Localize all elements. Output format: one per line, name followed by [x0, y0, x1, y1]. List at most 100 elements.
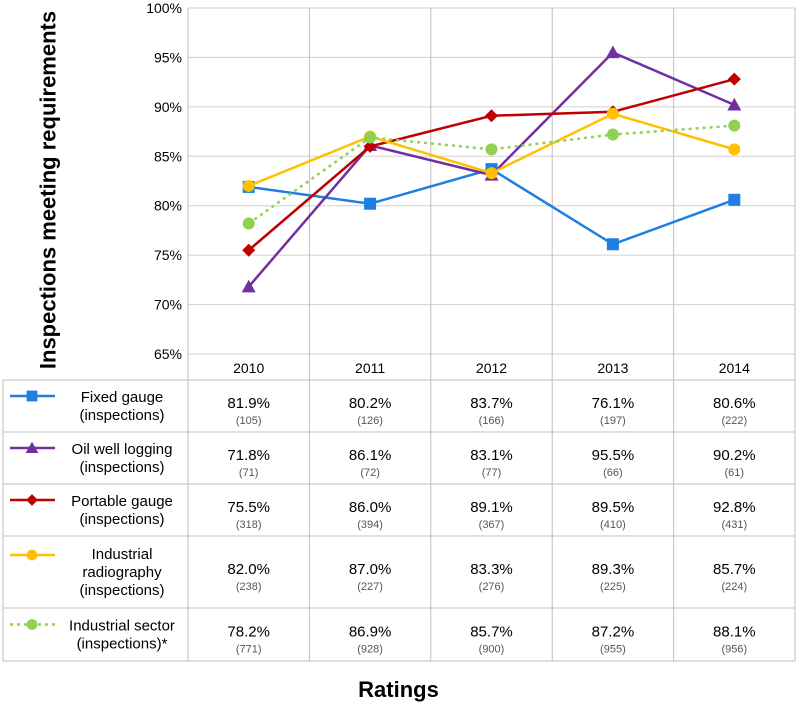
data-table-value: 87.2% — [592, 624, 635, 641]
x-tick-label: 2014 — [719, 360, 750, 376]
data-table-count: (224) — [721, 581, 747, 593]
data-table-count: (900) — [479, 644, 505, 656]
legend-marker — [26, 549, 38, 561]
data-point — [363, 139, 377, 153]
data-table-count: (66) — [603, 467, 623, 479]
legend-label: Industrial — [92, 546, 153, 563]
data-table-value: 89.5% — [592, 499, 635, 516]
data-table-count: (77) — [482, 467, 502, 479]
legend-label: (inspections) — [79, 582, 164, 599]
data-point — [605, 45, 620, 59]
data-point — [727, 72, 741, 86]
data-point — [728, 119, 741, 132]
data-table-value: 85.7% — [713, 561, 756, 578]
data-table-count: (410) — [600, 519, 626, 531]
data-point — [485, 143, 498, 156]
data-table-count: (394) — [357, 519, 383, 531]
data-table-count: (105) — [236, 415, 262, 427]
data-point — [606, 238, 619, 251]
data-table-count: (771) — [236, 644, 262, 656]
y-tick-label: 85% — [154, 148, 182, 164]
data-table-value: 95.5% — [592, 447, 635, 464]
data-point — [728, 143, 741, 156]
data-table-count: (222) — [721, 415, 747, 427]
legend-label: Oil well logging — [72, 441, 173, 458]
data-table-count: (197) — [600, 415, 626, 427]
data-table-value: 83.7% — [470, 395, 513, 412]
data-table-value: 86.9% — [349, 624, 392, 641]
y-tick-label: 100% — [146, 0, 182, 16]
y-tick-label: 70% — [154, 297, 182, 313]
legend-label: (inspections) — [79, 407, 164, 424]
data-table-count: (225) — [600, 581, 626, 593]
data-table-value: 83.1% — [470, 447, 513, 464]
series-line — [247, 124, 735, 225]
data-table-value: 80.6% — [713, 395, 756, 412]
y-tick-label: 80% — [154, 198, 182, 214]
legend-label: Fixed gauge — [81, 389, 164, 406]
data-point — [242, 179, 255, 192]
data-table-count: (367) — [479, 519, 505, 531]
data-table-value: 80.2% — [349, 395, 392, 412]
legend-marker — [25, 441, 39, 454]
x-tick-label: 2010 — [233, 360, 264, 376]
x-axis-title: Ratings — [358, 677, 439, 702]
data-table-count: (431) — [721, 519, 747, 531]
legend-marker — [26, 619, 38, 630]
x-tick-label: 2012 — [476, 360, 507, 376]
data-table-count: (61) — [725, 467, 745, 479]
legend-marker — [26, 494, 38, 506]
data-point — [485, 109, 498, 123]
data-table-value: 71.8% — [227, 447, 270, 464]
data-point — [485, 167, 498, 180]
data-table-count: (318) — [236, 519, 262, 531]
data-table-value: 89.3% — [592, 561, 635, 578]
legend-label: (inspections)* — [77, 636, 168, 653]
data-table-value: 81.9% — [227, 395, 270, 412]
data-table-value: 86.1% — [349, 447, 392, 464]
y-tick-label: 65% — [154, 346, 182, 362]
data-point — [364, 197, 377, 210]
legend-label: radiography — [82, 564, 162, 581]
data-point — [242, 243, 256, 257]
data-point — [728, 193, 741, 206]
x-tick-label: 2011 — [355, 360, 385, 376]
data-point — [727, 97, 742, 111]
data-point — [242, 217, 255, 230]
data-table-value: 75.5% — [227, 499, 270, 516]
data-table-count: (955) — [600, 644, 626, 656]
data-table-count: (71) — [239, 467, 259, 479]
legend-label: (inspections) — [79, 459, 164, 476]
data-table-value: 83.3% — [470, 561, 513, 578]
data-table-value: 87.0% — [349, 561, 392, 578]
data-table-value: 85.7% — [470, 624, 513, 641]
data-point — [606, 128, 619, 141]
data-table-value: 90.2% — [713, 447, 756, 464]
legend-label: Industrial sector — [69, 618, 175, 635]
data-point — [241, 279, 256, 293]
data-table-value: 92.8% — [713, 499, 756, 516]
data-table-count: (166) — [479, 415, 505, 427]
legend-label: Portable gauge — [71, 493, 173, 510]
data-table-value: 88.1% — [713, 624, 756, 641]
data-table-count: (227) — [357, 581, 383, 593]
y-tick-label: 90% — [154, 99, 182, 115]
data-table-count: (238) — [236, 581, 262, 593]
legend-label: (inspections) — [79, 511, 164, 528]
data-table-value: 89.1% — [470, 499, 513, 516]
data-table-count: (126) — [357, 415, 383, 427]
x-tick-label: 2013 — [597, 360, 628, 376]
data-table-count: (72) — [360, 467, 380, 479]
data-table-count: (276) — [479, 581, 505, 593]
data-table-value: 78.2% — [227, 624, 270, 641]
data-table-count: (928) — [357, 644, 383, 656]
data-table-count: (956) — [721, 644, 747, 656]
data-table-value: 82.0% — [227, 561, 270, 578]
data-point — [364, 131, 377, 144]
y-tick-label: 95% — [154, 49, 182, 65]
data-table-value: 76.1% — [592, 395, 635, 412]
data-table-value: 86.0% — [349, 499, 392, 516]
legend-marker — [26, 390, 38, 402]
data-point — [606, 107, 619, 120]
